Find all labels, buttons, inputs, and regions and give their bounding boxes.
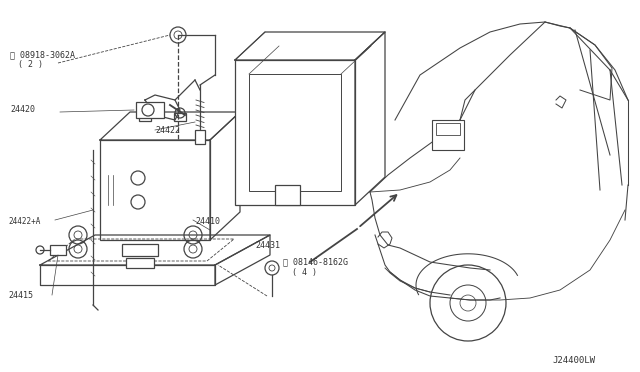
Text: 24420: 24420 bbox=[10, 105, 35, 114]
Polygon shape bbox=[210, 112, 240, 240]
Bar bbox=[139, 113, 151, 121]
Bar bbox=[432, 120, 464, 150]
Bar bbox=[235, 60, 355, 205]
Text: J24400LW: J24400LW bbox=[552, 356, 595, 365]
Text: ( 2 ): ( 2 ) bbox=[18, 60, 43, 69]
Text: ( 4 ): ( 4 ) bbox=[292, 268, 317, 277]
Polygon shape bbox=[215, 235, 270, 285]
Bar bbox=[136, 102, 164, 118]
Polygon shape bbox=[100, 112, 240, 140]
Text: Ⓝ 08918-3062A: Ⓝ 08918-3062A bbox=[10, 50, 75, 59]
Text: 24431: 24431 bbox=[255, 241, 280, 250]
Polygon shape bbox=[145, 95, 180, 120]
Bar bbox=[275, 185, 300, 205]
Text: 24410: 24410 bbox=[195, 217, 220, 226]
Bar bbox=[50, 245, 66, 255]
Bar bbox=[249, 74, 341, 191]
Text: 24422+A: 24422+A bbox=[8, 217, 40, 226]
Polygon shape bbox=[235, 32, 385, 60]
Text: 24415: 24415 bbox=[8, 291, 33, 300]
Polygon shape bbox=[355, 32, 385, 205]
Text: Ⓝ 08146-8162G: Ⓝ 08146-8162G bbox=[283, 257, 348, 266]
Bar bbox=[122, 244, 158, 256]
Polygon shape bbox=[40, 235, 270, 265]
Bar bbox=[174, 113, 186, 121]
Bar bbox=[100, 140, 210, 240]
Polygon shape bbox=[40, 265, 215, 285]
Text: 24422: 24422 bbox=[155, 126, 180, 135]
Bar bbox=[195, 130, 205, 144]
Bar bbox=[436, 123, 460, 135]
Bar bbox=[126, 258, 154, 268]
